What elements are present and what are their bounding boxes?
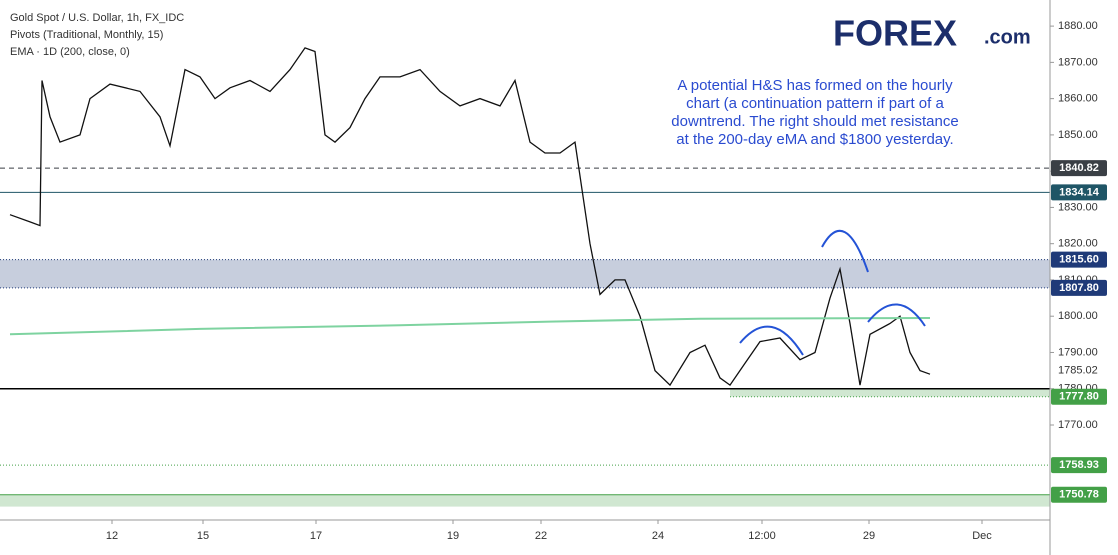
level-label: 1750.78 — [1059, 489, 1099, 501]
y-tick-label: 1820.00 — [1058, 238, 1098, 250]
x-tick-label: 12 — [106, 530, 118, 542]
header-line: EMA · 1D (200, close, 0) — [10, 46, 130, 58]
y-tick-label: 1770.00 — [1058, 419, 1098, 431]
y-tick-label: 1880.00 — [1058, 20, 1098, 32]
x-tick-label: 22 — [535, 530, 547, 542]
x-tick-label: 29 — [863, 530, 875, 542]
level-label-box — [1051, 457, 1107, 474]
last-price-box — [1051, 362, 1107, 379]
y-tick-label: 1850.00 — [1058, 129, 1098, 141]
level-label-box — [1051, 160, 1107, 177]
last-price-label: 1785.02 — [1058, 364, 1098, 376]
y-tick-label: 1800.00 — [1058, 310, 1098, 322]
annotation-line: at the 200-day eMA and $1800 yesterday. — [676, 131, 953, 148]
annotation-line: chart (a continuation pattern if part of… — [686, 95, 944, 112]
shoulder-arc — [739, 325, 804, 356]
price-line — [9, 47, 931, 387]
level-label: 1807.80 — [1059, 282, 1099, 294]
y-tick-label: 1790.00 — [1058, 346, 1098, 358]
logo-brand: FOREX — [833, 13, 957, 54]
header-line: Pivots (Traditional, Monthly, 15) — [10, 29, 163, 41]
level-label: 1815.60 — [1059, 254, 1099, 266]
level-band — [0, 494, 1050, 507]
x-tick-label: 19 — [447, 530, 459, 542]
x-tick-label: Dec — [972, 530, 992, 542]
price-line — [9, 317, 931, 336]
header-line: Gold Spot / U.S. Dollar, 1h, FX_IDC — [10, 12, 184, 24]
level-label: 1834.14 — [1059, 186, 1100, 198]
annotation-line: A potential H&S has formed on the hourly — [677, 77, 953, 94]
level-label-box — [1051, 184, 1107, 201]
x-tick-label: 15 — [197, 530, 209, 542]
x-tick-label: 17 — [310, 530, 322, 542]
logo-suffix: .com — [984, 26, 1031, 48]
level-band — [730, 388, 1050, 397]
head-arc — [821, 229, 869, 273]
level-label-box — [1051, 486, 1107, 503]
level-label-box — [1051, 388, 1107, 405]
annotation-line: downtrend. The right should met resistan… — [671, 113, 958, 130]
level-label-box — [1051, 279, 1107, 296]
y-tick-label: 1860.00 — [1058, 93, 1098, 105]
level-label: 1840.82 — [1059, 162, 1099, 174]
x-tick-label: 24 — [652, 530, 664, 542]
y-tick-label: 1830.00 — [1058, 201, 1098, 213]
y-tick-label: 1870.00 — [1058, 56, 1098, 68]
annotation: A potential H&S has formed on the hourly… — [671, 77, 958, 148]
x-tick-label: 12:00 — [748, 530, 776, 542]
level-label-box — [1051, 251, 1107, 268]
level-band — [0, 259, 1050, 288]
level-label: 1758.93 — [1059, 459, 1099, 471]
shoulder-arc — [867, 303, 926, 327]
level-label: 1777.80 — [1059, 391, 1099, 403]
plot-area — [0, 47, 1050, 507]
